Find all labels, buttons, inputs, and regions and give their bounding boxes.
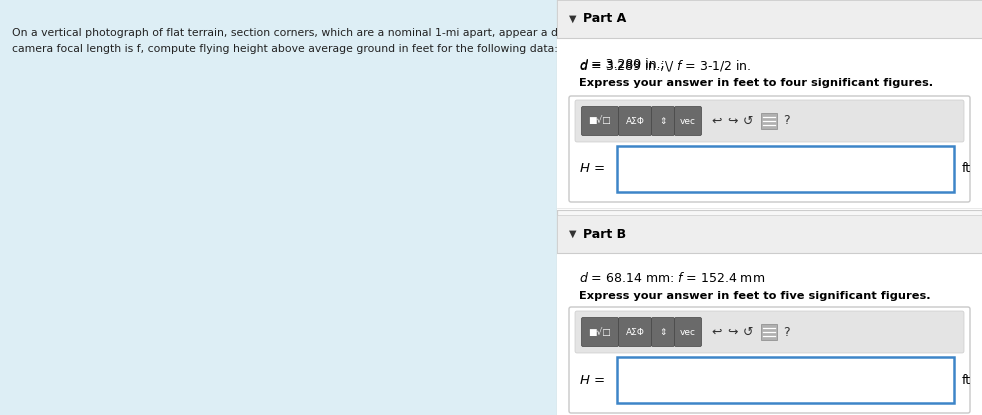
Text: ΑΣΦ: ΑΣΦ xyxy=(626,327,644,337)
Text: ⇕: ⇕ xyxy=(659,327,667,337)
Text: $d$: $d$ xyxy=(579,58,589,72)
Text: ⇕: ⇕ xyxy=(659,117,667,125)
FancyBboxPatch shape xyxy=(761,324,777,340)
Text: $d$ = 68.14 mm: $f$ = 152.4 mm: $d$ = 68.14 mm: $f$ = 152.4 mm xyxy=(579,271,765,285)
Text: ■√□: ■√□ xyxy=(588,117,612,125)
Bar xyxy=(617,357,954,403)
FancyBboxPatch shape xyxy=(575,100,964,142)
Text: vec: vec xyxy=(680,327,696,337)
Bar xyxy=(557,0,982,415)
FancyBboxPatch shape xyxy=(651,317,675,347)
Text: $H$ =: $H$ = xyxy=(579,163,605,176)
Text: ▼: ▼ xyxy=(569,229,576,239)
FancyBboxPatch shape xyxy=(581,107,619,136)
Text: ↩: ↩ xyxy=(711,325,722,339)
Bar xyxy=(557,253,982,415)
Text: ■√□: ■√□ xyxy=(588,327,612,337)
Text: ↪: ↪ xyxy=(727,325,737,339)
Text: ?: ? xyxy=(783,325,790,339)
FancyBboxPatch shape xyxy=(675,317,701,347)
FancyBboxPatch shape xyxy=(569,96,970,202)
Text: ↪: ↪ xyxy=(727,115,737,127)
Text: Express your answer in feet to four significant figures.: Express your answer in feet to four sign… xyxy=(579,78,933,88)
Text: $d$ = 3.289 in.;\/ $f$ = 3-1/2 in.: $d$ = 3.289 in.;\/ $f$ = 3-1/2 in. xyxy=(579,58,751,73)
Text: camera focal length is f, compute flying height above average ground in feet for: camera focal length is f, compute flying… xyxy=(12,44,558,54)
Text: ft: ft xyxy=(962,163,971,176)
Bar xyxy=(617,146,954,192)
Text: ↩: ↩ xyxy=(711,115,722,127)
Bar xyxy=(557,38,982,210)
Text: Express your answer in feet to five significant figures.: Express your answer in feet to five sign… xyxy=(579,291,931,301)
Text: On a vertical photograph of flat terrain, section corners, which are a nominal 1: On a vertical photograph of flat terrain… xyxy=(12,28,676,38)
Text: ↺: ↺ xyxy=(743,115,753,127)
Text: ?: ? xyxy=(783,115,790,127)
Bar xyxy=(0,0,557,415)
Bar xyxy=(557,0,982,38)
FancyBboxPatch shape xyxy=(581,317,619,347)
Text: ↺: ↺ xyxy=(743,325,753,339)
Text: = 3.289 in.;: = 3.289 in.; xyxy=(587,58,672,71)
Text: ▼: ▼ xyxy=(569,14,576,24)
Text: $H$ =: $H$ = xyxy=(579,374,605,386)
Text: ft: ft xyxy=(962,374,971,386)
FancyBboxPatch shape xyxy=(575,311,964,353)
FancyBboxPatch shape xyxy=(651,107,675,136)
FancyBboxPatch shape xyxy=(619,317,651,347)
Bar xyxy=(557,215,982,253)
Text: Part B: Part B xyxy=(583,227,627,241)
FancyBboxPatch shape xyxy=(675,107,701,136)
Text: vec: vec xyxy=(680,117,696,125)
Text: Part A: Part A xyxy=(583,12,627,25)
Text: ΑΣΦ: ΑΣΦ xyxy=(626,117,644,125)
FancyBboxPatch shape xyxy=(569,307,970,413)
FancyBboxPatch shape xyxy=(619,107,651,136)
FancyBboxPatch shape xyxy=(761,113,777,129)
